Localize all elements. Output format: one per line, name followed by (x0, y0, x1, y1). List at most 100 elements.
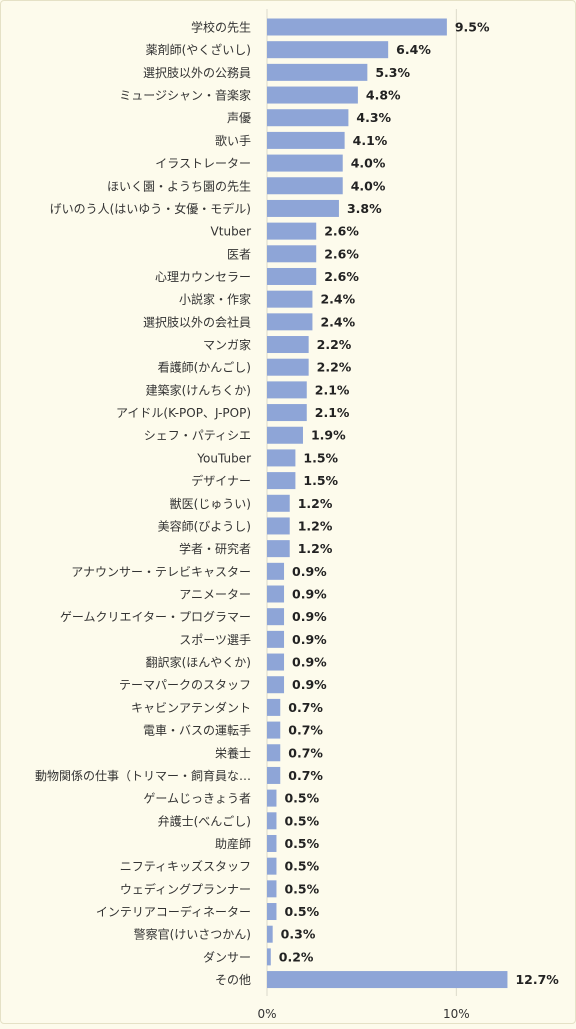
value-label: 4.0% (351, 178, 386, 193)
category-label: インテリアコーディネーター (96, 904, 251, 919)
bar (267, 744, 281, 762)
value-label: 0.5% (284, 881, 319, 896)
value-label: 0.9% (292, 632, 327, 647)
bar (267, 449, 296, 467)
category-label: イラストレーター (155, 157, 251, 171)
bar (267, 109, 349, 127)
bar (267, 971, 508, 989)
category-label: 栄養士 (215, 745, 251, 760)
value-label: 3.8% (347, 201, 382, 216)
category-label: 学者・研究者 (179, 541, 251, 556)
category-label: Vtuber (211, 225, 252, 239)
bar (267, 880, 277, 898)
bar (267, 948, 271, 966)
category-label: げいのう人(はいゆう・女優・モデル) (50, 201, 251, 216)
x-tick-label: 10% (443, 1007, 470, 1021)
bar (267, 653, 285, 671)
value-label: 4.8% (366, 88, 401, 103)
bar (267, 540, 290, 558)
category-label: 選択肢以外の公務員 (143, 65, 251, 80)
value-label: 2.4% (320, 314, 355, 329)
value-label: 1.2% (298, 541, 333, 556)
bar (267, 41, 389, 59)
category-label: 選択肢以外の会社員 (143, 314, 251, 329)
category-label: 建築家(けんちくか) (146, 382, 251, 397)
bar (267, 766, 281, 784)
value-label: 0.3% (281, 927, 316, 942)
bar (267, 222, 317, 240)
category-label: シェフ・パティシエ (144, 429, 251, 443)
value-label: 2.6% (324, 246, 359, 261)
category-label: 獣医(じゅうい) (170, 497, 251, 511)
value-label: 2.6% (324, 224, 359, 239)
category-label: マンガ家 (203, 337, 251, 352)
x-axis-ticks: 0% 10% (257, 1007, 469, 1021)
bar (267, 698, 281, 716)
bar (267, 358, 309, 376)
bar (267, 857, 277, 875)
value-label: 0.7% (288, 723, 323, 738)
bar (267, 426, 303, 444)
category-label: テーマパークのスタッフ (119, 678, 251, 692)
bar (267, 154, 343, 172)
bar (267, 676, 285, 694)
category-label: アニメーター (179, 588, 251, 602)
bar (267, 903, 277, 921)
value-label: 5.3% (375, 65, 410, 80)
value-label: 0.7% (288, 768, 323, 783)
bar (267, 290, 313, 308)
value-label: 1.2% (298, 496, 333, 511)
bar (267, 789, 277, 807)
category-label: 学校の先生 (191, 20, 251, 35)
value-labels: 9.5% 6.4% 5.3% 4.8% 4.3% 4.1% 4.0% 4.0% 3.8% 2.6%… (279, 20, 560, 988)
bar (267, 630, 285, 648)
value-label: 9.5% (455, 20, 490, 35)
value-label: 2.4% (320, 292, 355, 307)
value-label: 4.1% (353, 133, 388, 148)
category-label: ゲームじっきょう者 (143, 792, 251, 806)
bar (267, 63, 368, 81)
bar (267, 562, 285, 580)
value-label: 2.1% (315, 382, 350, 397)
category-label: 警察官(けいさつかん) (134, 927, 251, 942)
bar (267, 18, 447, 36)
value-label: 0.5% (284, 813, 319, 828)
bar (267, 517, 290, 535)
bar (267, 131, 345, 149)
bar (267, 834, 277, 852)
category-label: 電車・バスの運転手 (143, 724, 251, 738)
category-label: 翻訳家(ほんやくか) (146, 655, 251, 670)
category-label: ほいく園・ようち園の先生 (107, 179, 251, 193)
value-label: 0.7% (288, 745, 323, 760)
value-label: 2.2% (317, 337, 352, 352)
bar (267, 585, 285, 603)
value-label: 12.7% (515, 972, 559, 987)
bar (267, 177, 343, 195)
category-label: 小説家・作家 (179, 292, 251, 307)
bar (267, 404, 307, 422)
bar (267, 245, 317, 263)
bar (267, 199, 339, 217)
value-label: 0.9% (292, 655, 327, 670)
bar (267, 608, 285, 626)
value-label: 2.1% (315, 405, 350, 420)
value-label: 1.5% (303, 473, 338, 488)
value-label: 0.5% (284, 791, 319, 806)
value-label: 0.5% (284, 904, 319, 919)
category-label: キャビンアテンダント (131, 700, 251, 715)
category-label: 弁護士(べんごし) (158, 813, 251, 828)
value-label: 1.2% (298, 518, 333, 533)
bar (267, 86, 358, 104)
category-label: ゲームクリエイター・プログラマー (60, 610, 251, 624)
bar (267, 494, 290, 512)
bar (267, 721, 281, 739)
category-label: スポーツ選手 (179, 633, 251, 647)
value-label: 1.5% (303, 450, 338, 465)
value-label: 4.0% (351, 156, 386, 171)
value-label: 6.4% (396, 42, 431, 57)
value-label: 0.5% (284, 836, 319, 851)
bar (267, 313, 313, 331)
category-label: 歌い手 (215, 133, 251, 148)
